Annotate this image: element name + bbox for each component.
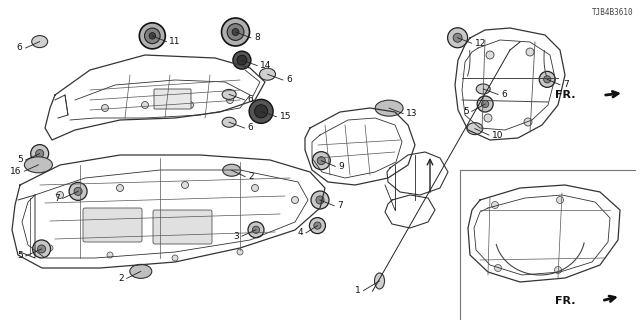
Circle shape	[477, 96, 493, 112]
Circle shape	[291, 196, 298, 204]
Text: 1: 1	[355, 286, 360, 295]
Text: 8: 8	[254, 33, 260, 42]
Text: 7: 7	[54, 194, 60, 203]
Circle shape	[526, 48, 534, 56]
Text: 2: 2	[118, 274, 124, 283]
Circle shape	[453, 33, 462, 42]
Text: 11: 11	[170, 37, 181, 46]
Circle shape	[36, 149, 44, 158]
Ellipse shape	[260, 68, 275, 80]
Circle shape	[107, 252, 113, 258]
Circle shape	[252, 226, 260, 233]
Text: 15: 15	[280, 112, 291, 121]
Ellipse shape	[223, 164, 241, 176]
Text: 12: 12	[475, 39, 486, 48]
Circle shape	[140, 23, 165, 49]
Text: 6: 6	[286, 76, 292, 84]
Text: 16: 16	[10, 167, 21, 176]
Circle shape	[221, 18, 250, 46]
Circle shape	[540, 71, 556, 87]
Circle shape	[38, 245, 45, 253]
Ellipse shape	[130, 264, 152, 278]
Text: 9: 9	[339, 162, 344, 171]
Text: 6: 6	[501, 90, 507, 99]
Text: 6: 6	[248, 124, 253, 132]
Circle shape	[312, 152, 330, 170]
FancyBboxPatch shape	[154, 89, 191, 109]
Circle shape	[149, 33, 156, 39]
Ellipse shape	[374, 273, 385, 289]
Ellipse shape	[32, 36, 47, 48]
Circle shape	[31, 145, 49, 163]
Circle shape	[182, 181, 189, 188]
Ellipse shape	[222, 89, 236, 100]
Circle shape	[554, 267, 561, 274]
Ellipse shape	[476, 84, 490, 94]
Text: 2: 2	[248, 172, 253, 181]
FancyBboxPatch shape	[153, 210, 212, 244]
Circle shape	[255, 105, 268, 118]
Text: 6: 6	[248, 95, 253, 104]
FancyBboxPatch shape	[83, 208, 142, 242]
Text: 3: 3	[233, 232, 239, 241]
Circle shape	[249, 99, 273, 123]
Text: 4: 4	[298, 228, 303, 237]
Circle shape	[47, 245, 53, 251]
Circle shape	[524, 118, 532, 126]
Circle shape	[227, 97, 234, 103]
Circle shape	[492, 202, 499, 209]
Text: 5: 5	[463, 107, 468, 116]
Text: 10: 10	[492, 131, 504, 140]
Circle shape	[116, 185, 124, 191]
Circle shape	[316, 196, 324, 204]
Circle shape	[252, 185, 259, 191]
Circle shape	[484, 114, 492, 122]
Circle shape	[69, 182, 87, 200]
Text: 13: 13	[406, 109, 418, 118]
Circle shape	[248, 222, 264, 238]
Text: 6: 6	[17, 44, 22, 52]
Text: 7: 7	[563, 80, 569, 89]
Circle shape	[237, 55, 247, 65]
Circle shape	[543, 76, 551, 83]
Circle shape	[102, 105, 109, 111]
Circle shape	[447, 28, 468, 48]
Circle shape	[237, 249, 243, 255]
Ellipse shape	[467, 123, 483, 135]
Circle shape	[172, 255, 178, 261]
Circle shape	[232, 28, 239, 36]
Ellipse shape	[24, 157, 52, 173]
Circle shape	[557, 196, 563, 204]
Circle shape	[310, 218, 326, 234]
Circle shape	[141, 101, 148, 108]
Circle shape	[314, 222, 321, 229]
Circle shape	[186, 101, 193, 108]
Circle shape	[145, 28, 160, 44]
Circle shape	[227, 24, 244, 40]
Circle shape	[311, 191, 329, 209]
Text: 14: 14	[260, 61, 271, 70]
Text: 7: 7	[337, 201, 343, 210]
Circle shape	[33, 240, 51, 258]
Circle shape	[481, 100, 489, 108]
Text: 5: 5	[17, 156, 22, 164]
Ellipse shape	[375, 100, 403, 116]
Circle shape	[56, 191, 63, 198]
Circle shape	[486, 51, 494, 59]
Circle shape	[233, 51, 251, 69]
Text: 5: 5	[17, 252, 22, 260]
Text: FR.: FR.	[556, 296, 576, 306]
Circle shape	[317, 156, 325, 165]
Circle shape	[74, 187, 82, 196]
Circle shape	[495, 265, 502, 271]
Text: FR.: FR.	[556, 90, 576, 100]
Ellipse shape	[222, 117, 236, 127]
Text: TJB4B3610: TJB4B3610	[592, 8, 634, 17]
